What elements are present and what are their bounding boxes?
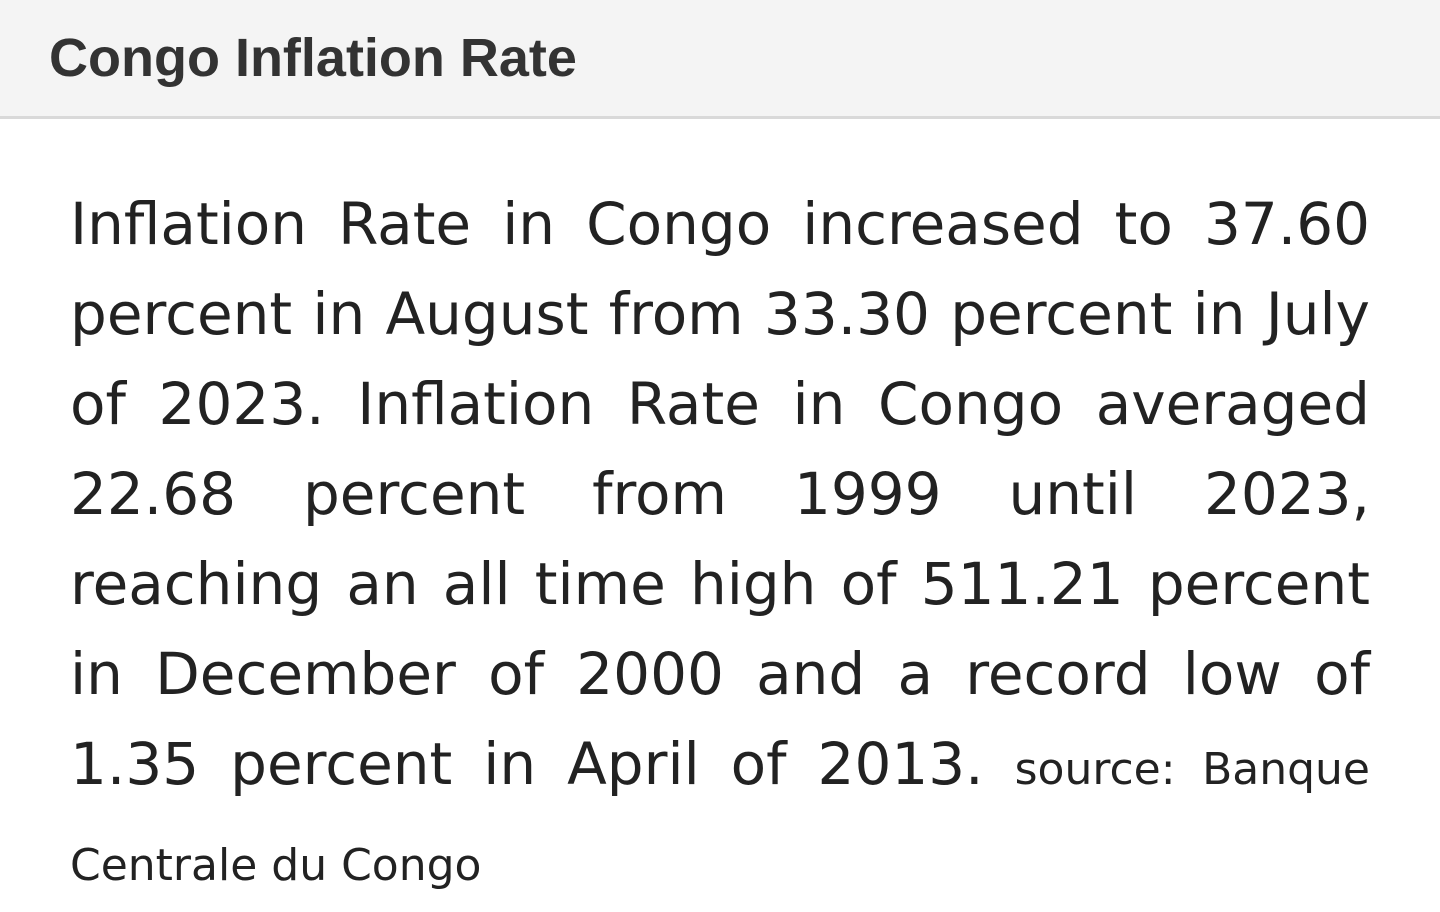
content-area: Inflation Rate in Congo increased to 37.… bbox=[0, 119, 1440, 911]
page-title: Congo Inflation Rate bbox=[49, 28, 577, 88]
source-attribution: source: Banque Centrale du Congo bbox=[70, 744, 1371, 891]
summary-paragraph: Inflation Rate in Congo increased to 37.… bbox=[70, 179, 1370, 911]
header-bar: Congo Inflation Rate bbox=[0, 0, 1440, 119]
summary-text: Inflation Rate in Congo increased to 37.… bbox=[70, 190, 1370, 798]
